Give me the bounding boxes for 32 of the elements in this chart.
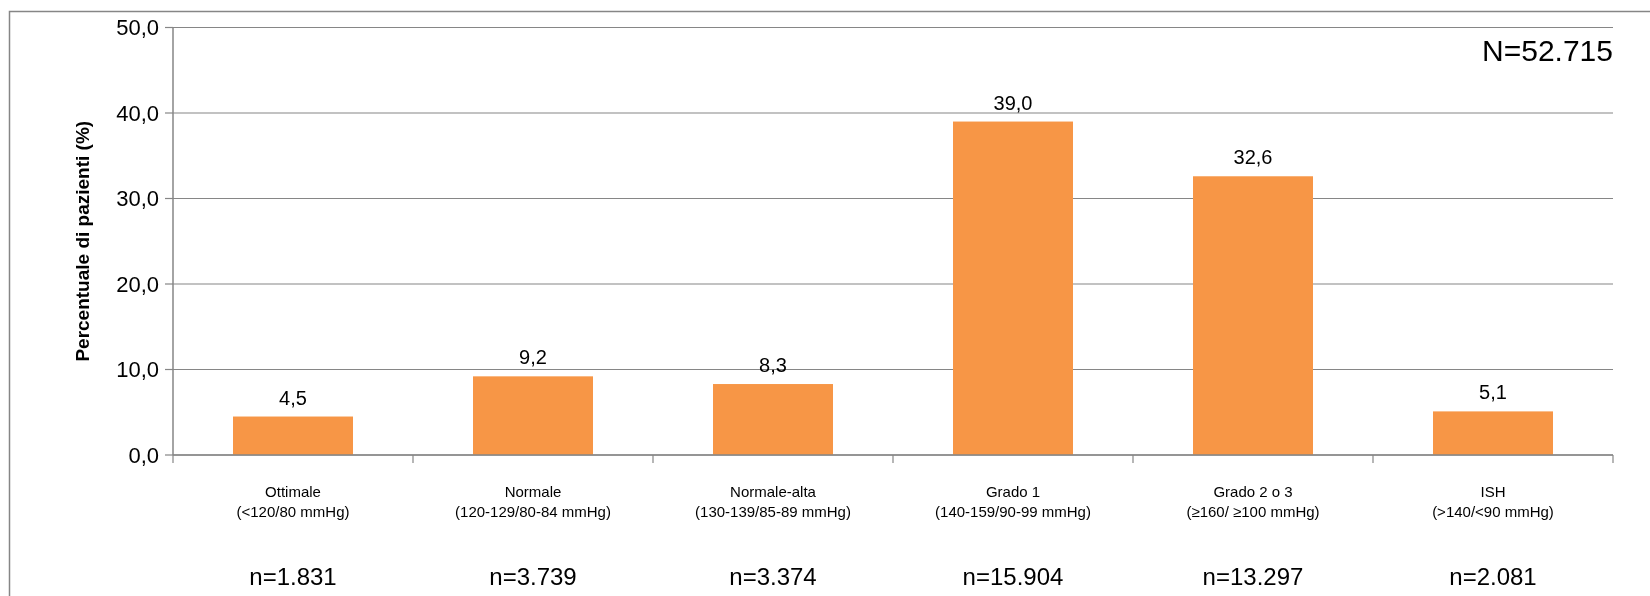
data-label: 8,3 — [759, 354, 787, 377]
y-axis-title: Percentuale di pazienti (%) — [71, 120, 93, 362]
bar — [953, 121, 1073, 455]
bar — [1193, 176, 1313, 455]
annotation: N=52.715 — [1482, 34, 1613, 67]
y-tick-label: 0,0 — [128, 442, 159, 468]
text: n=3.374 — [729, 562, 817, 590]
y-tick-label: 30,0 — [116, 186, 159, 211]
x-tick-label: Grado 2 o 3 (≥160/ ≥100 mmHg) — [1186, 482, 1320, 520]
text: n=2.081 — [1449, 562, 1537, 590]
x-tick-label: Normale (120-129/80-84 mmHg) — [455, 482, 611, 520]
bar — [473, 376, 593, 455]
y-tick-label: 40,0 — [116, 100, 159, 126]
text: n=1.831 — [249, 562, 337, 590]
y-tick-label: 20,0 — [116, 271, 159, 297]
x-tick-label: Normale-alta (130-139/85-89 mmHg) — [695, 482, 851, 520]
data-label: 9,2 — [519, 346, 547, 369]
x-tick-label: ISH (>140/<90 mmHg) — [1432, 482, 1554, 520]
x-tick-label: Ottimale (<120/80 mmHg) — [236, 482, 350, 520]
data-label: 32,6 — [1233, 146, 1273, 169]
data-label: 5,1 — [1479, 381, 1507, 404]
y-tick-label: 50,0 — [116, 15, 159, 40]
text: n=15.904 — [962, 562, 1064, 590]
data-label: 39,0 — [993, 91, 1033, 114]
bar — [233, 416, 353, 455]
text: n=13.297 — [1202, 562, 1304, 590]
x-tick-label: Grado 1 (140-159/90-99 mmHg) — [935, 482, 1091, 520]
bar — [713, 384, 833, 455]
text: n=3.739 — [489, 562, 577, 590]
data-label: 4,5 — [279, 386, 307, 409]
bar — [1433, 411, 1553, 455]
y-tick-label: 10,0 — [116, 357, 159, 382]
